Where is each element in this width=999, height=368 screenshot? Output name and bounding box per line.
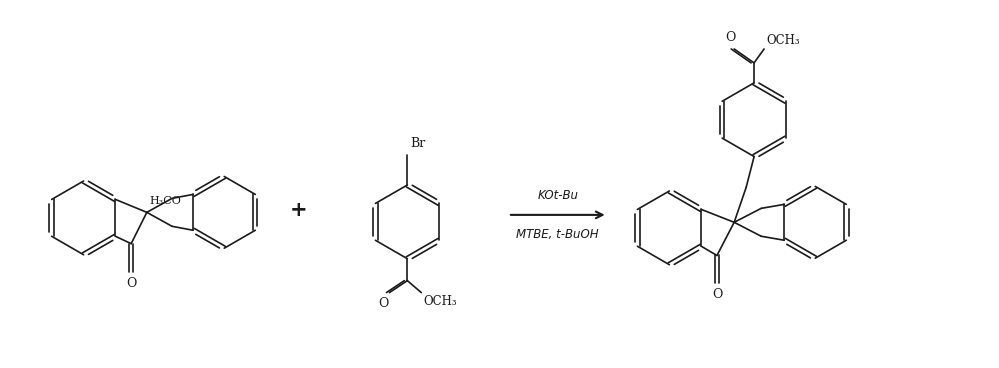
Text: +: + bbox=[290, 200, 308, 220]
Text: MTBE, t-BuOH: MTBE, t-BuOH bbox=[516, 228, 599, 241]
Text: O: O bbox=[711, 289, 722, 301]
Text: H₃CO: H₃CO bbox=[150, 197, 182, 206]
Text: O: O bbox=[126, 276, 136, 290]
Text: OCH₃: OCH₃ bbox=[424, 294, 457, 308]
Text: OCH₃: OCH₃ bbox=[766, 34, 799, 47]
Text: O: O bbox=[379, 297, 389, 309]
Text: O: O bbox=[725, 31, 735, 44]
Text: Br: Br bbox=[411, 137, 426, 150]
Text: KOt-Bu: KOt-Bu bbox=[537, 189, 578, 202]
